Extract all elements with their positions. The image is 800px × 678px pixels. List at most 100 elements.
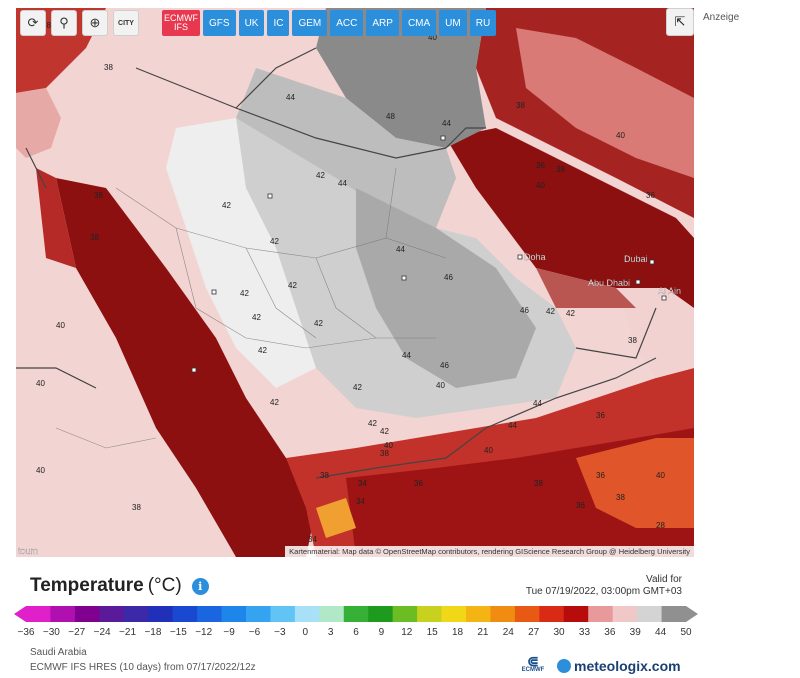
colorbar-tick-label: 21 (477, 627, 489, 638)
temp-label: 34 (356, 497, 365, 506)
temp-label: 40 (536, 181, 545, 190)
tab-ecmwf-label: ECMWF (164, 13, 198, 23)
temp-label: 42 (240, 289, 249, 298)
meteologix-brand[interactable]: meteologix.com (557, 658, 681, 674)
colorbar-tick-label: 27 (528, 627, 540, 638)
colorbar-tick-label: 12 (401, 627, 413, 638)
colorbar-segment (514, 606, 540, 622)
legend-title-text: Temperature (30, 575, 144, 596)
tab-gfs[interactable]: GFS (203, 10, 236, 36)
temp-label: 42 (368, 419, 377, 428)
model-tabs: ECMWF IFS GFS UK IC GEM ACC ARP CMA UM R… (162, 10, 497, 36)
tab-ecmwf-ifs[interactable]: ECMWF IFS (162, 10, 200, 36)
colorbar-tick-label: 33 (578, 627, 591, 638)
location-pin-icon[interactable]: ⚲ (51, 10, 77, 36)
colorbar-tick-label: 50 (680, 627, 692, 638)
temp-label: 38 (628, 336, 637, 345)
colorbar-segment (26, 606, 51, 622)
colorbar-segment (637, 606, 663, 622)
temp-label: 40 (36, 466, 45, 475)
colorbar-tick-label: 6 (353, 627, 359, 638)
temp-label: 44 (508, 421, 517, 430)
colorbar-tick-label: 18 (451, 627, 464, 638)
city-toggle-button[interactable]: CITY (113, 10, 139, 36)
temp-label: 38 (556, 165, 565, 174)
temp-label: 42 (316, 171, 325, 180)
tab-ru[interactable]: RU (469, 10, 497, 36)
temp-label: 40 (384, 441, 393, 450)
temperature-labels: 38 38 38 40 40 40 38 38 42 42 44 48 44 4… (36, 21, 665, 544)
temperature-map-canvas[interactable]: 38 38 38 40 40 40 38 38 42 42 44 48 44 4… (16, 8, 694, 557)
temp-label: 28 (656, 521, 665, 530)
tab-gem[interactable]: GEM (292, 10, 328, 36)
colorbar-segment (50, 606, 76, 622)
colorbar-ticks: −36 −30 −27 −24 −21 −18 −15 −12 −9 −6 −3 0 3 6 9 12 15 18… (0, 627, 800, 641)
temp-label: 40 (484, 446, 493, 455)
temp-label: 38 (42, 21, 51, 30)
share-icon[interactable]: ⇱ (666, 8, 694, 36)
ad-label: Anzeige (703, 12, 740, 23)
temp-label: 40 (616, 131, 625, 140)
colorbar-tick-label: −15 (169, 627, 187, 638)
temp-label: 44 (442, 119, 451, 128)
valid-for-time: Tue 07/19/2022, 03:00pm GMT+03 (525, 586, 682, 597)
colorbar-segment (246, 606, 271, 622)
refresh-icon[interactable]: ⟳ (20, 10, 46, 36)
zoom-in-icon[interactable]: ⊕ (82, 10, 108, 36)
temp-label: 42 (270, 398, 279, 407)
temp-label: 42 (258, 346, 267, 355)
temp-label: 38 (534, 479, 543, 488)
colorbar-segment (221, 606, 247, 622)
temp-label: 40 (428, 33, 437, 42)
map-toolbar: ⟳ ⚲ ⊕ CITY (20, 10, 139, 36)
colorbar-tick-label: −6 (248, 627, 261, 638)
temp-label: 42 (270, 237, 279, 246)
tab-um[interactable]: UM (439, 10, 467, 36)
tab-ifs-label: IFS (173, 22, 188, 32)
model-run-info: ECMWF IFS HRES (10 days) from 07/17/2022… (30, 662, 256, 673)
temp-label: 38 (94, 191, 103, 200)
city-labels: Doha Dubai Abu Dhabi Al Ain toum (18, 252, 681, 556)
colorbar-tick-label: −3 (274, 627, 286, 638)
temp-label: 40 (56, 321, 65, 330)
city-toum: toum (18, 546, 38, 556)
ecmwf-logo-text: ECMWF (521, 667, 545, 673)
colorbar-segment (294, 606, 320, 622)
temp-label: 44 (396, 245, 405, 254)
tab-arp[interactable]: ARP (366, 10, 399, 36)
map-attribution[interactable]: Kartenmaterial: Map data © OpenStreetMap… (285, 546, 694, 557)
colorbar-tick-label: 36 (604, 627, 616, 638)
temp-label: 40 (36, 379, 45, 388)
temp-label: 38 (90, 233, 99, 242)
brand-name: meteologix.com (574, 658, 681, 674)
colorbar-tick-label: 39 (629, 627, 641, 638)
colorbar-segment (319, 606, 345, 622)
colorbar-segment (368, 606, 394, 622)
colorbar-tick-label: −24 (93, 627, 111, 638)
tab-cma[interactable]: CMA (401, 10, 437, 36)
temp-label: 48 (386, 112, 395, 121)
colorbar-segment (343, 606, 369, 622)
colorbar-segment (123, 606, 149, 622)
colorbar-tick-label: 15 (426, 627, 438, 638)
weather-map[interactable]: 38 38 38 40 40 40 38 38 42 42 44 48 44 4… (16, 8, 694, 557)
colorbar-max-arrow (686, 606, 698, 622)
info-icon[interactable]: i (191, 577, 209, 595)
region-name: Saudi Arabia (30, 647, 87, 658)
tab-ic[interactable]: IC (267, 10, 290, 36)
colorbar-segment (74, 606, 100, 622)
tab-uk[interactable]: UK (238, 10, 265, 36)
temp-label: 42 (222, 201, 231, 210)
colorbar-tick-label: −21 (119, 627, 137, 638)
temp-label: 42 (566, 309, 575, 318)
colorbar-segment (417, 606, 443, 622)
legend-title: Temperature (°C) i (30, 575, 209, 597)
city-doha: Doha (524, 252, 546, 262)
colorbar-segment (588, 606, 614, 622)
temp-label: 44 (286, 93, 295, 102)
colorbar-tick-label: 24 (502, 627, 514, 638)
temp-label: 38 (104, 63, 113, 72)
tab-acc[interactable]: ACC (330, 10, 364, 36)
temp-label: 38 (616, 493, 625, 502)
colorbar-tick-label: −12 (195, 627, 213, 638)
